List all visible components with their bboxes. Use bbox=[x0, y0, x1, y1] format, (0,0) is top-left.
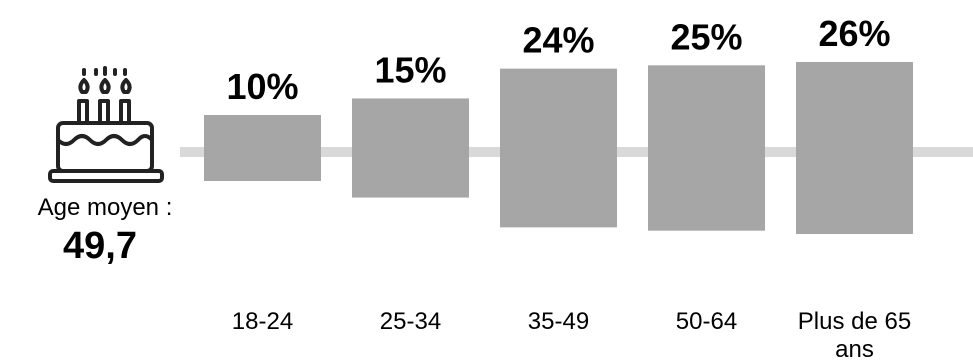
value-label: 25% bbox=[670, 16, 742, 57]
bar-18-24 bbox=[204, 115, 321, 181]
value-labels-group: 10% 15% 24% 25% 26% bbox=[226, 13, 890, 107]
category-labels-group: 18-24 25-34 35-49 50-64 Plus de 65 ans bbox=[232, 308, 911, 361]
bar-plus-de-65-ans bbox=[796, 62, 913, 234]
value-label: 26% bbox=[818, 13, 890, 54]
value-label: 10% bbox=[226, 66, 298, 107]
bar-25-34 bbox=[352, 98, 469, 198]
category-label: 50-64 bbox=[676, 308, 737, 335]
category-label: 18-24 bbox=[232, 308, 293, 335]
average-age-label: Age moyen : bbox=[37, 194, 173, 221]
category-label: Plus de 65 ans bbox=[798, 308, 911, 361]
bar-50-64 bbox=[648, 65, 765, 231]
category-label: 35-49 bbox=[528, 308, 589, 335]
bar-35-49 bbox=[500, 68, 617, 228]
average-age-value: 49,7 bbox=[63, 225, 137, 267]
birthday-cake-icon bbox=[48, 66, 164, 183]
category-label: 25-34 bbox=[380, 308, 441, 335]
bars-group bbox=[204, 62, 913, 234]
value-label: 15% bbox=[374, 49, 446, 90]
value-label: 24% bbox=[522, 20, 594, 61]
